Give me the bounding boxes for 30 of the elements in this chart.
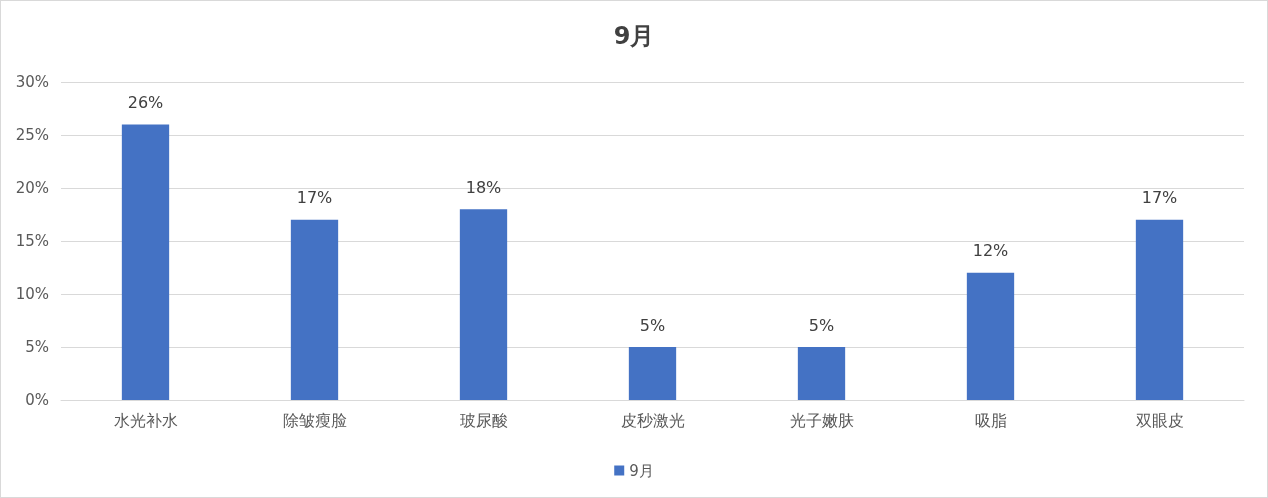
x-tick-label: 光子嫩肤 bbox=[789, 410, 854, 430]
x-tick-label: 双眼皮 bbox=[1135, 410, 1184, 430]
text: 17% bbox=[296, 188, 333, 208]
y-tick-label: 0% bbox=[25, 391, 49, 409]
y-tick-label: 25% bbox=[15, 126, 49, 144]
y-tick-label: 5% bbox=[25, 338, 49, 356]
x-tick-label: 玻尿酸 bbox=[459, 410, 508, 430]
x-tick-label: 水光补水 bbox=[113, 410, 178, 430]
text: 26% bbox=[127, 92, 164, 112]
x-tick-label: 吸脂 bbox=[974, 410, 1007, 430]
text: 17% bbox=[1141, 188, 1178, 208]
legend-label: 9月 bbox=[629, 461, 654, 480]
text: 5% bbox=[808, 315, 835, 335]
text: 5% bbox=[639, 315, 666, 335]
y-tick-label: 15% bbox=[15, 232, 49, 250]
bar bbox=[459, 209, 508, 400]
y-tick-label: 10% bbox=[15, 285, 49, 303]
bar bbox=[628, 347, 677, 400]
chart-title: 9月 bbox=[613, 22, 655, 50]
x-tick-label: 皮秒激光 bbox=[620, 410, 685, 430]
x-tick-label: 除皱瘦脸 bbox=[282, 410, 347, 430]
bar bbox=[121, 124, 170, 400]
text: 12% bbox=[972, 241, 1009, 261]
y-tick-label: 20% bbox=[15, 179, 49, 197]
bar bbox=[290, 219, 339, 400]
y-tick-label: 30% bbox=[15, 73, 49, 91]
bar bbox=[1135, 219, 1184, 400]
text: 18% bbox=[465, 177, 502, 197]
bar bbox=[797, 347, 846, 400]
bar bbox=[966, 272, 1015, 400]
